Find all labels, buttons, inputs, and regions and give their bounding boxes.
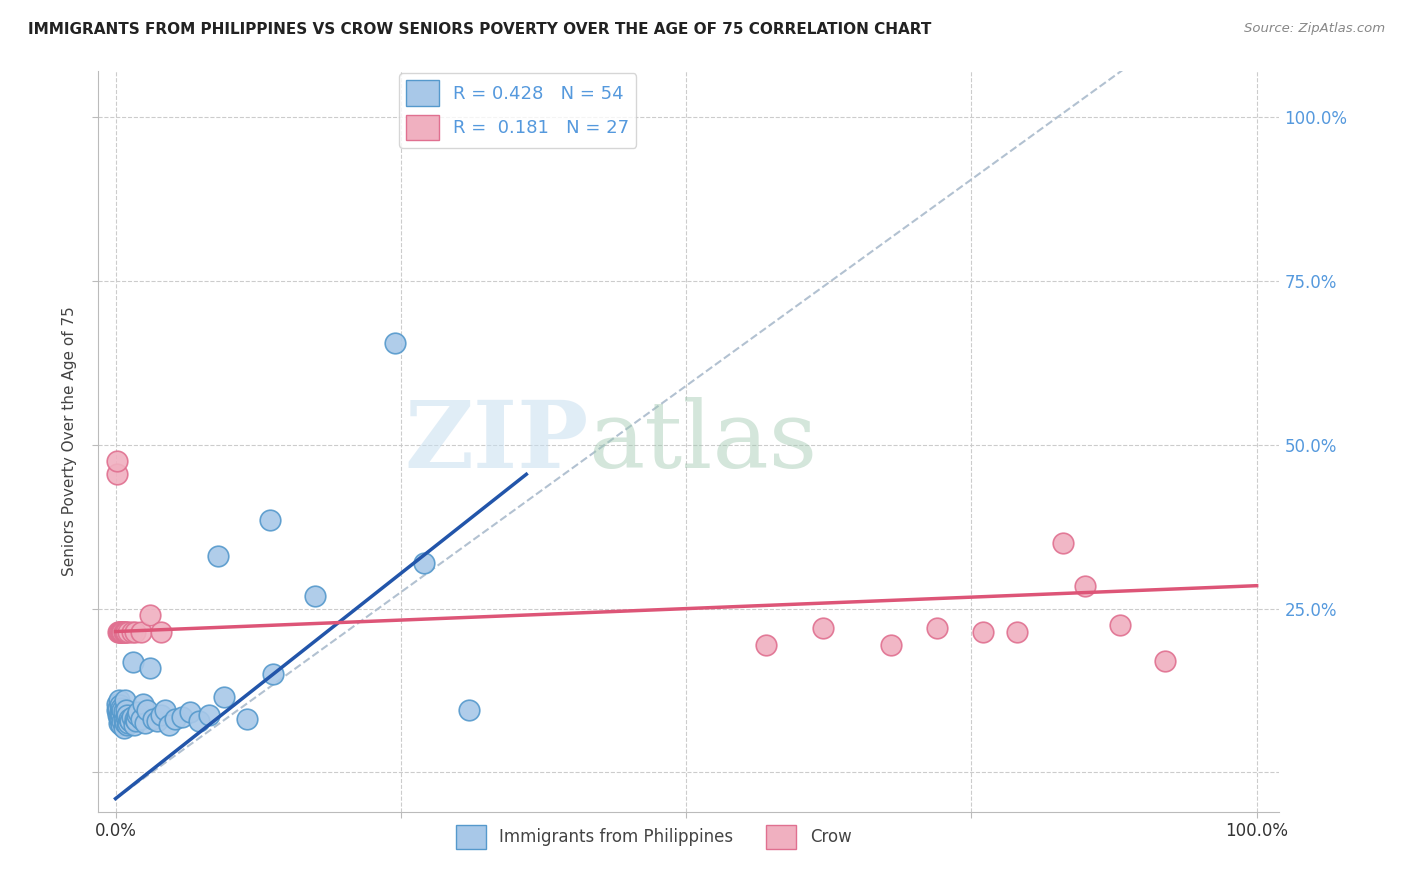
Point (927, 621, 949, 635)
Point (207, 549, 229, 564)
Point (117, 716, 139, 731)
Point (139, 660, 162, 674)
Point (121, 656, 143, 670)
Point (112, 705, 135, 719)
Point (304, 589, 326, 603)
Point (120, 714, 142, 729)
Point (236, 712, 259, 726)
Point (110, 701, 132, 715)
Point (384, 336, 406, 351)
Point (117, 624, 139, 639)
Point (111, 703, 134, 717)
Point (114, 703, 136, 717)
Point (105, 467, 128, 482)
Point (811, 621, 834, 635)
Point (880, 638, 903, 652)
Point (972, 624, 994, 639)
Point (198, 707, 221, 722)
Point (105, 697, 128, 711)
Point (122, 718, 145, 732)
Y-axis label: Seniors Poverty Over the Age of 75: Seniors Poverty Over the Age of 75 (62, 307, 77, 576)
Point (110, 707, 132, 722)
Point (108, 716, 131, 731)
Point (124, 712, 146, 726)
Point (108, 693, 131, 707)
Point (105, 454, 128, 468)
Text: atlas: atlas (589, 397, 818, 486)
Point (145, 714, 167, 729)
Point (114, 709, 136, 723)
Point (187, 714, 209, 729)
Point (112, 721, 135, 735)
Point (108, 705, 131, 719)
Point (125, 714, 148, 729)
Point (114, 624, 136, 639)
Point (127, 705, 149, 719)
Point (1074, 579, 1097, 593)
Point (136, 703, 159, 717)
Point (111, 624, 134, 639)
Point (121, 709, 143, 723)
Point (127, 707, 149, 722)
Point (179, 705, 201, 719)
Point (108, 709, 131, 723)
Point (107, 707, 129, 722)
Point (111, 624, 134, 639)
Point (114, 624, 136, 639)
Legend: Immigrants from Philippines, Crow: Immigrants from Philippines, Crow (449, 818, 858, 855)
Point (150, 624, 173, 639)
Point (755, 638, 778, 652)
Point (108, 698, 131, 712)
Point (153, 703, 176, 717)
Point (139, 608, 162, 623)
Point (108, 624, 131, 639)
Point (107, 701, 129, 715)
Point (107, 624, 129, 639)
Point (412, 556, 434, 570)
Point (134, 716, 156, 731)
Point (132, 697, 155, 711)
Point (157, 718, 180, 732)
Point (112, 624, 135, 639)
Point (110, 624, 132, 639)
Point (1154, 654, 1177, 668)
Point (163, 712, 186, 726)
Point (112, 712, 135, 726)
Point (1005, 624, 1028, 639)
Point (114, 716, 136, 731)
Point (105, 703, 128, 717)
Point (110, 718, 132, 732)
Text: Source: ZipAtlas.com: Source: ZipAtlas.com (1244, 22, 1385, 36)
Point (115, 707, 138, 722)
Point (108, 624, 131, 639)
Point (108, 713, 131, 727)
Point (115, 718, 138, 732)
Point (1108, 618, 1130, 632)
Point (458, 703, 481, 717)
Point (212, 690, 235, 704)
Point (121, 624, 143, 639)
Point (111, 714, 134, 729)
Point (262, 667, 284, 681)
Point (114, 693, 136, 707)
Text: IMMIGRANTS FROM PHILIPPINES VS CROW SENIORS POVERTY OVER THE AGE OF 75 CORRELATI: IMMIGRANTS FROM PHILIPPINES VS CROW SENI… (28, 22, 932, 37)
Point (129, 712, 152, 726)
Point (118, 712, 141, 726)
Point (150, 707, 173, 722)
Point (129, 624, 152, 639)
Point (170, 709, 193, 723)
Point (259, 513, 281, 527)
Point (1052, 536, 1074, 550)
Point (124, 624, 146, 639)
Point (142, 712, 165, 726)
Text: ZIP: ZIP (405, 397, 589, 486)
